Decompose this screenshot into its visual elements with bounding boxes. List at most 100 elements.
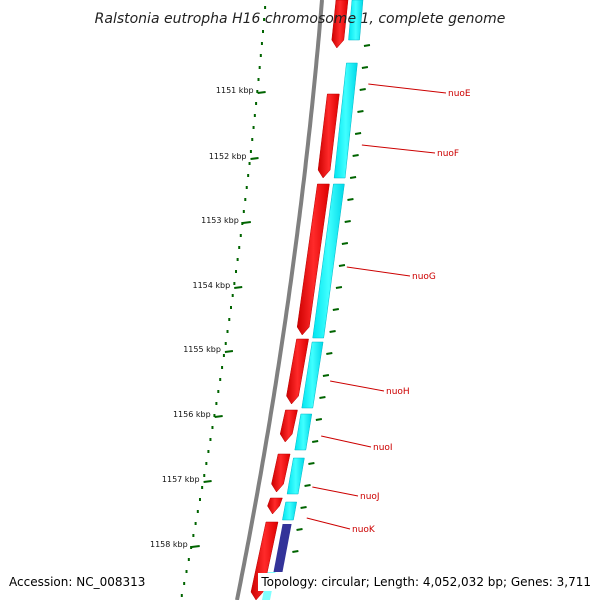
kbp-tick [191, 545, 200, 548]
ring-dot [247, 174, 250, 177]
ring-dot [257, 78, 260, 81]
feature-tick [354, 132, 362, 135]
kbp-label: 1155 kbp [183, 345, 221, 354]
ring-dot [180, 594, 183, 597]
forward-gene-arrow [271, 453, 291, 493]
kbp-tick [203, 480, 212, 483]
kbp-tick [257, 91, 266, 94]
gene-leader-line [346, 266, 411, 277]
kbp-tick [214, 415, 223, 418]
gene-leader-line [368, 83, 447, 94]
gene-leader-line [321, 435, 372, 448]
gene-label-nuok: nuoK [352, 525, 376, 535]
feature-tick [304, 484, 311, 487]
ring-dot [248, 162, 251, 165]
ring-dot [242, 210, 245, 213]
kbp-tick [250, 157, 259, 160]
dot-ring [180, 6, 267, 597]
gene-label-nuoj: nuoJ [360, 492, 380, 502]
ring-dot [258, 66, 261, 69]
kbp-tick [234, 286, 243, 289]
ring-dot [196, 510, 199, 513]
ring-dot [205, 462, 208, 465]
gene-label-nuof: nuoF [437, 149, 459, 159]
ring-dot [245, 186, 248, 189]
feature-tick [319, 396, 326, 399]
ring-dot [244, 198, 247, 201]
kbp-tick-layer: 1151 kbp 1152 kbp 1153 kbp 1154 kbp 1155 kbp… [150, 86, 266, 549]
feature-tick [315, 418, 323, 421]
reverse-gene-block [282, 501, 298, 521]
kbp-tick [224, 350, 234, 353]
ring-dot [201, 486, 204, 489]
gene-label-nuoi: nuoI [373, 443, 393, 453]
ring-dot [187, 558, 190, 561]
ring-dot [264, 6, 267, 9]
feature-tick-layer [292, 44, 371, 553]
forward-gene-arrow [279, 409, 298, 443]
ring-dot [235, 270, 238, 273]
reverse-gene-block [294, 413, 313, 451]
ring-dot [185, 570, 188, 573]
ring-dot [215, 402, 218, 405]
ring-dot [192, 534, 195, 537]
backbone-layer [235, 0, 324, 600]
feature-tick [300, 506, 307, 509]
reverse-gene-block [301, 341, 324, 409]
kbp-label: 1151 kbp [216, 86, 254, 95]
ring-dot [260, 42, 263, 45]
ring-dot [251, 138, 254, 141]
ring-dot [241, 222, 244, 225]
feature-tick [352, 154, 359, 157]
kbp-label: 1154 kbp [193, 281, 231, 290]
kbp-label: 1157 kbp [162, 475, 200, 484]
ring-dot [262, 30, 265, 33]
feature-tick [357, 110, 364, 113]
footer-right-bg [258, 573, 594, 591]
ring-dot [221, 366, 224, 369]
ring-dot [238, 246, 241, 249]
gene-leader-line [361, 144, 436, 154]
accession-label: Accession: NC_008313 [9, 575, 145, 589]
reverse-gene-block [312, 183, 345, 339]
reverse-gene-track [262, 0, 364, 600]
ring-dot [190, 546, 193, 549]
forward-gene-arrow [331, 0, 349, 49]
ring-dot [213, 414, 216, 417]
gene-label-nuog: nuoG [412, 272, 436, 282]
ring-dot [226, 330, 229, 333]
forward-gene-arrow [296, 183, 330, 336]
ring-dot [224, 342, 227, 345]
ring-dot [217, 390, 220, 393]
ring-dot [228, 318, 231, 321]
ring-dot [198, 498, 201, 501]
ring-dot [211, 426, 214, 429]
feature-tick [361, 66, 369, 69]
other-gene-block [273, 524, 292, 572]
gene-label-layer: nuoE nuoF nuoG nuoH nuoI nuoJ nuoK [306, 83, 471, 535]
feature-tick [338, 264, 346, 267]
backbone-line [235, 0, 324, 600]
forward-gene-arrow [250, 521, 279, 600]
gene-label-nuoe: nuoE [448, 89, 471, 99]
ring-dot [194, 522, 197, 525]
kbp-label: 1152 kbp [209, 152, 247, 161]
ring-dot [236, 258, 239, 261]
kbp-label: 1158 kbp [150, 540, 188, 549]
reverse-gene-block [348, 0, 364, 41]
ring-dot [255, 102, 258, 105]
kbp-label: 1153 kbp [201, 216, 239, 225]
feature-tick [296, 528, 303, 531]
reverse-gene-block [286, 457, 305, 495]
forward-gene-track [250, 0, 349, 600]
feature-tick [363, 44, 371, 47]
forward-gene-arrow [286, 338, 309, 405]
ring-dot [229, 306, 232, 309]
feature-tick [349, 176, 357, 179]
ring-dot [259, 54, 262, 57]
feature-tick [329, 330, 336, 333]
ring-dot [233, 282, 236, 285]
feature-tick [335, 286, 343, 289]
kbp-label: 1156 kbp [173, 410, 211, 419]
feature-tick [341, 242, 349, 245]
